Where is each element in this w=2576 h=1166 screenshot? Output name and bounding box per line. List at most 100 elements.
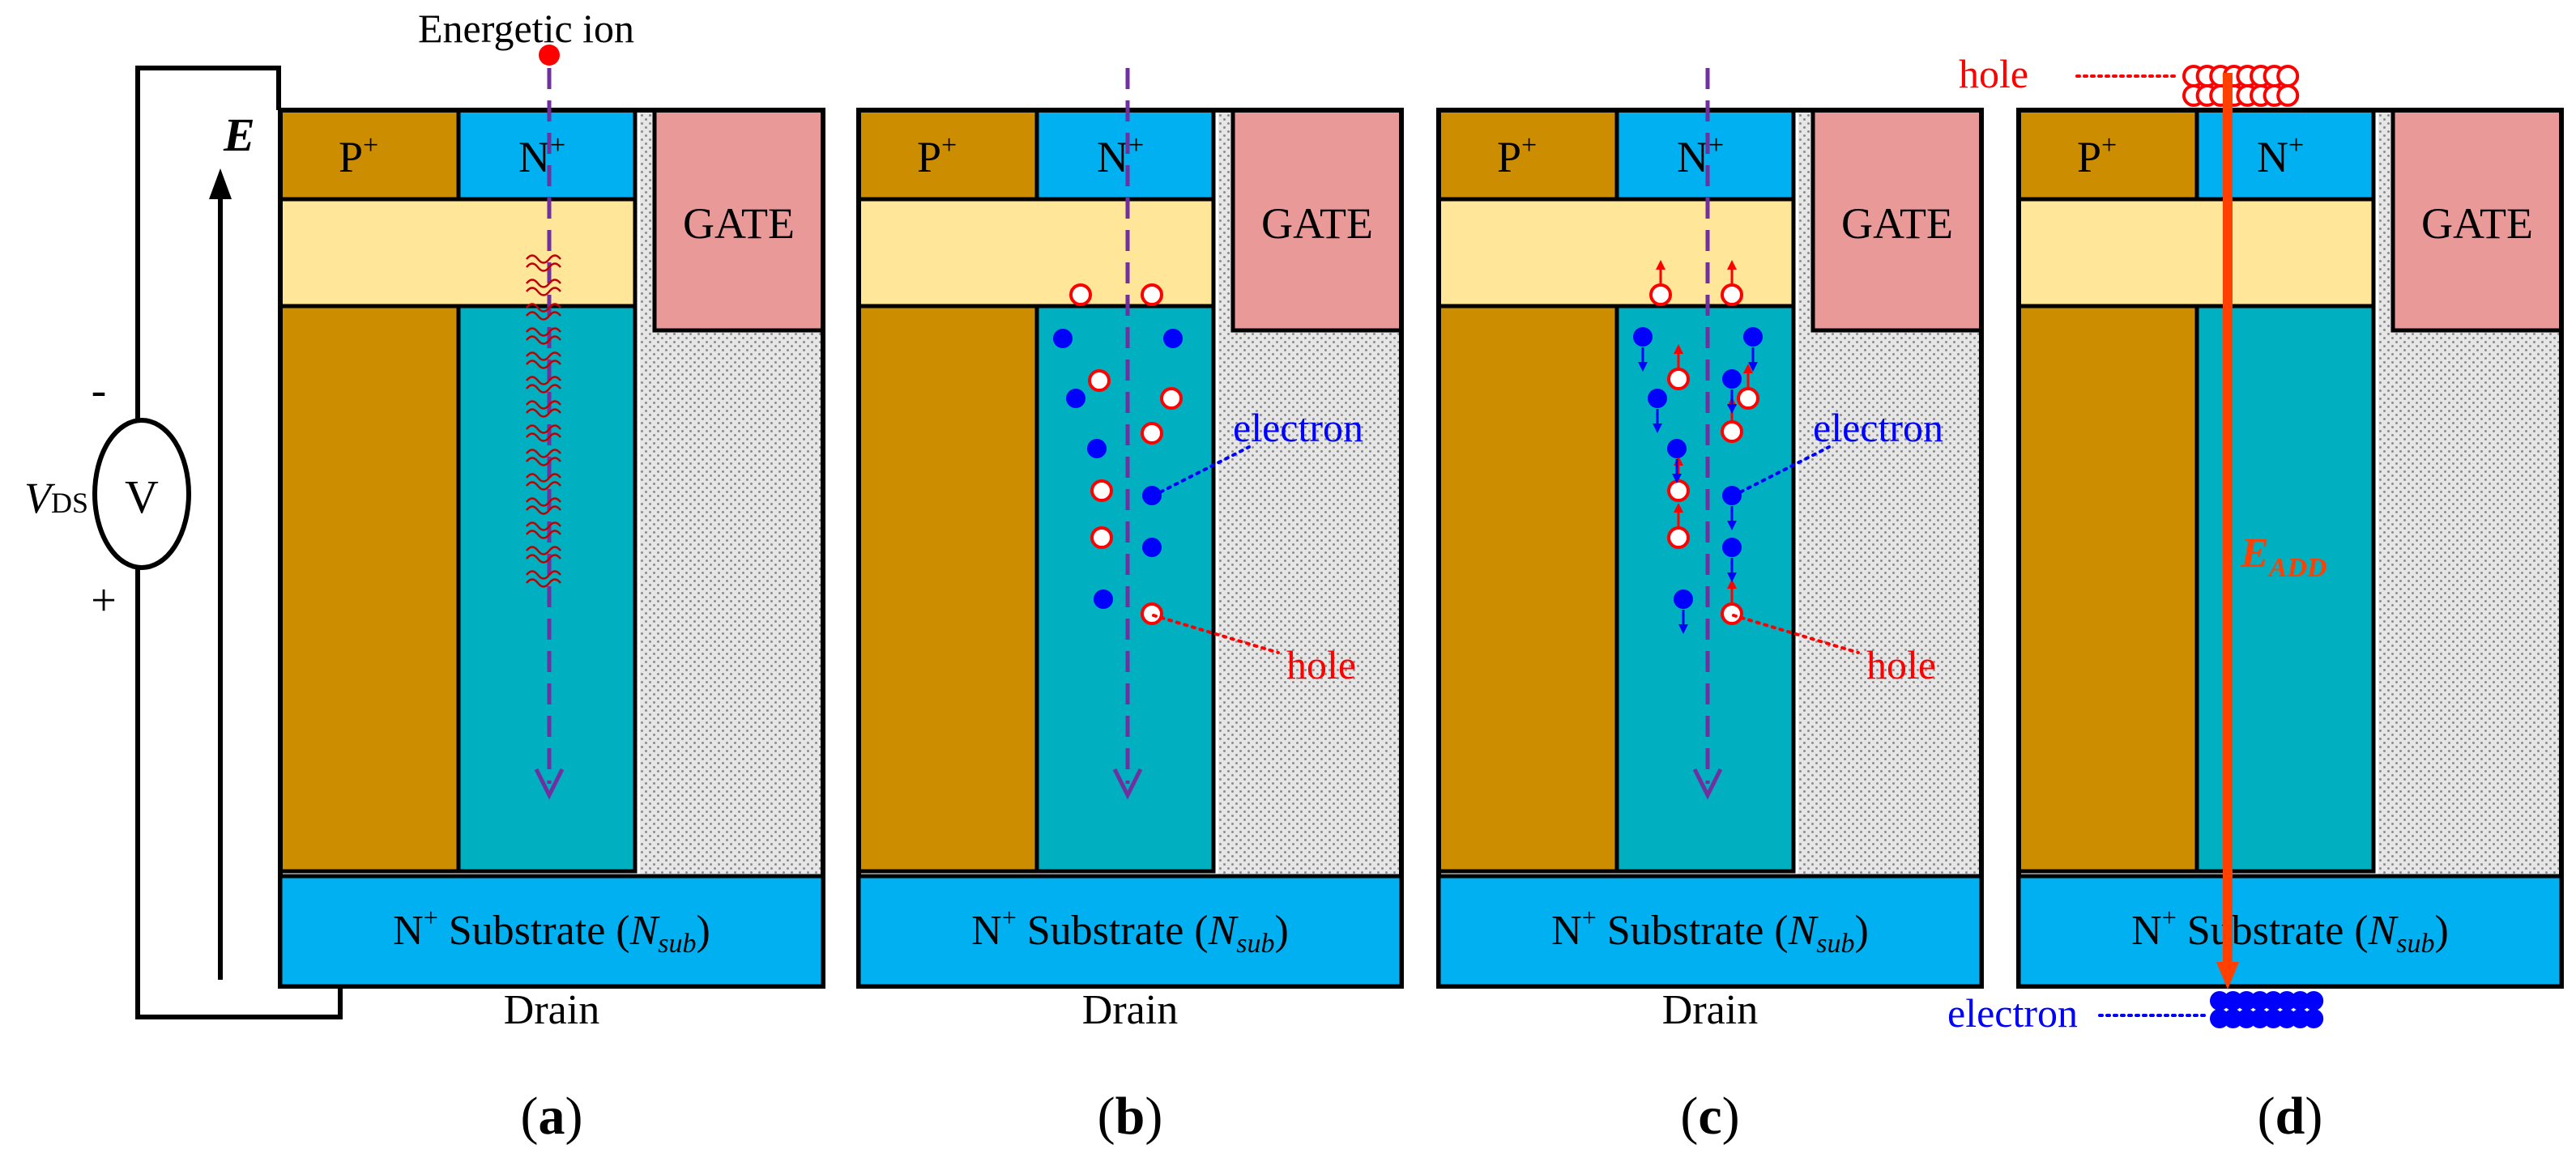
- substrate-suffix: ): [697, 908, 710, 954]
- hole-drift-arrow-head: [1674, 503, 1683, 513]
- substrate-label: N+ Substrate (Nsub): [971, 903, 1289, 959]
- n-plus-source-region: [1034, 108, 1216, 202]
- n-plus-label: N+: [1677, 130, 1724, 181]
- panel-label-letter: c: [1698, 1087, 1721, 1146]
- hole: [1141, 602, 1163, 625]
- substrate-superscript: +: [1582, 903, 1597, 932]
- hole-leader-b: [1152, 614, 1280, 654]
- collected-electron: [2304, 991, 2324, 1011]
- hole-label-b: hole: [1286, 642, 1356, 687]
- hole: [1090, 526, 1113, 549]
- ion-track-arrowhead: [534, 768, 565, 800]
- e-add-label: EADD: [2240, 530, 2327, 583]
- hole: [1667, 368, 1690, 390]
- electron: [1087, 439, 1107, 458]
- electron: [1648, 389, 1667, 408]
- panel-label-letter: d: [2275, 1087, 2305, 1146]
- substrate-symbol: N: [1208, 908, 1239, 954]
- n-drift-region: [1614, 304, 1796, 874]
- electron: [1633, 327, 1653, 347]
- hole-label-d: hole: [1959, 51, 2028, 96]
- ion-track-arrowhead: [1112, 768, 1143, 800]
- hole: [1667, 526, 1690, 549]
- gate-region: [652, 108, 825, 333]
- hole: [1737, 387, 1759, 410]
- substrate-n: N: [2131, 908, 2162, 954]
- substrate-label: N+ Substrate (Nsub): [1551, 903, 1869, 959]
- callouts-b: electron hole: [1152, 405, 1363, 687]
- p-plus-letter: P: [917, 133, 941, 181]
- hole: [1649, 283, 1672, 306]
- electron: [1066, 389, 1085, 408]
- callouts-d: hole electron: [1947, 51, 2210, 1036]
- hole-drift-arrow-head: [1674, 344, 1683, 354]
- ionization-trail: [526, 262, 561, 272]
- substrate-suffix: ): [1275, 908, 1289, 954]
- panel-label-open: (: [1098, 1087, 1115, 1146]
- panel-label-b: (b): [1098, 1087, 1163, 1146]
- substrate-superscript: +: [2162, 903, 2177, 932]
- n-plus-superscript: +: [2288, 130, 2304, 160]
- substrate-n: N: [1551, 908, 1582, 954]
- substrate-subscript: sub: [1236, 929, 1274, 959]
- p-plus-superscript: +: [363, 130, 378, 160]
- substrate-symbol: N: [2368, 908, 2399, 954]
- substrate-subscript: sub: [2396, 929, 2434, 959]
- hole: [1090, 479, 1113, 502]
- collected-electron: [2250, 1009, 2270, 1028]
- ionization-trail: [526, 376, 561, 385]
- e-add-subscript: ADD: [2267, 553, 2327, 583]
- n-plus-label: N+: [2257, 130, 2304, 181]
- panel-label-c: (c): [1680, 1087, 1739, 1146]
- vds-symbol: V: [24, 474, 56, 522]
- n-plus-substrate-region: [278, 874, 825, 989]
- electron-drift-arrow-head: [1638, 362, 1648, 372]
- vds-circuit: V - + VDS E: [24, 66, 343, 1019]
- ionization-trail: [526, 432, 561, 442]
- panel-label-close: ): [1722, 1087, 1740, 1146]
- electron-label-d: electron: [1947, 990, 2078, 1036]
- electron: [1142, 538, 1162, 557]
- p-body-region: [1436, 304, 1619, 874]
- gate-label: GATE: [2421, 199, 2533, 248]
- collected-electron: [2290, 991, 2310, 1011]
- callouts-c: electron hole: [1732, 405, 1943, 687]
- drain-label: Drain: [1662, 987, 1758, 1033]
- circuit-wire-top: [135, 66, 281, 432]
- electron-drift-arrow-head: [1727, 521, 1737, 530]
- collected-electron: [2290, 1009, 2310, 1028]
- collected-electron: [2277, 991, 2297, 1011]
- n-plus-label: N+: [518, 130, 565, 181]
- gate-label: GATE: [1841, 199, 1953, 248]
- gate-label: GATE: [683, 199, 795, 248]
- energetic-ion-label: Energetic ion: [418, 6, 634, 51]
- panel-label-d: (d): [2258, 1087, 2323, 1146]
- hole: [1069, 283, 1092, 306]
- ionization-trail: [526, 570, 561, 580]
- hole: [1141, 422, 1163, 445]
- e-field-arrowhead: [209, 168, 232, 199]
- p-plus-label: P+: [1497, 130, 1537, 181]
- collected-hole: [2276, 84, 2300, 107]
- electron: [1667, 439, 1687, 458]
- ionization-trail: [526, 303, 561, 313]
- substrate-text: Substrate (: [2177, 908, 2369, 954]
- hole: [1667, 479, 1690, 502]
- substrate-label: N+ Substrate (Nsub): [393, 903, 710, 959]
- substrate-subscript: sub: [658, 929, 696, 959]
- collected-electron: [2304, 1009, 2324, 1028]
- substrate-text: Substrate (: [438, 908, 630, 954]
- e-add-symbol: E: [2240, 530, 2269, 577]
- ionization-trail: [526, 360, 561, 369]
- n-plus-superscript: +: [1128, 130, 1144, 160]
- electron-drift-arrow-head: [1653, 423, 1662, 433]
- substrate-text: Substrate (: [1597, 908, 1789, 954]
- e-field-label: E: [223, 109, 255, 161]
- electron-drift-arrow-head: [1727, 404, 1737, 414]
- vds-label: VDS: [24, 474, 88, 522]
- vds-subscript: DS: [51, 487, 88, 519]
- ionization-trail: [526, 578, 561, 588]
- collected-electron: [2250, 991, 2270, 1011]
